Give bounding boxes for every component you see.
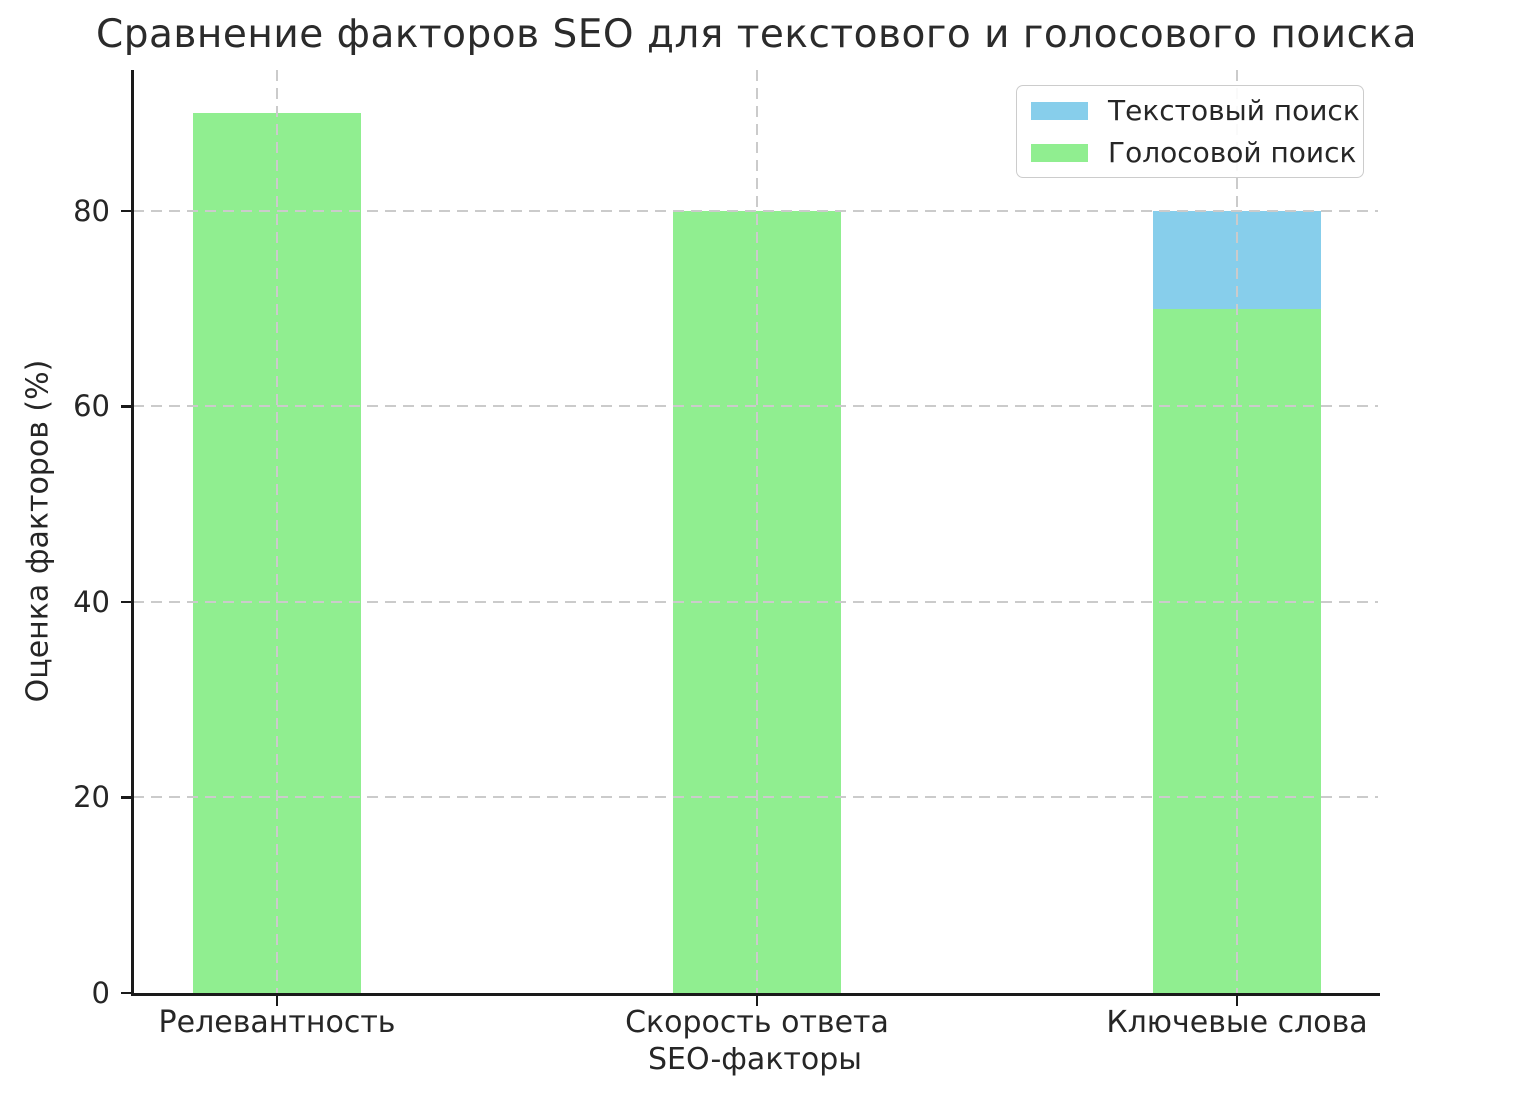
legend-swatch-icon — [1031, 101, 1088, 120]
y-tick-label-20: 20 — [73, 780, 110, 815]
legend-item-voice-search: Голосовой поиск — [1031, 136, 1356, 169]
y-tick-label-60: 60 — [73, 389, 110, 424]
y-tick-mark-60 — [121, 405, 131, 408]
x-axis-spine — [131, 992, 1380, 996]
plot-area: Текстовый поиск Голосовой поиск 0 20 40 60 80… — [73, 70, 1380, 1040]
y-tick-mark-80 — [121, 209, 131, 213]
x-tick-mark-3 — [1235, 996, 1239, 1006]
legend-swatch-icon — [1031, 143, 1088, 162]
y-tick-label-0: 0 — [91, 976, 110, 1010]
gridline-y-60 — [133, 405, 1378, 408]
x-tick-label-3: Ключевые слова — [1106, 1005, 1368, 1040]
y-tick-label-80: 80 — [73, 193, 110, 228]
gridline-x-1 — [276, 70, 278, 993]
legend-label: Голосовой поиск — [1108, 136, 1357, 169]
legend-item-text-search: Текстовый поиск — [1031, 94, 1360, 127]
gridline-y-80 — [133, 209, 1378, 212]
legend-label: Текстовый поиск — [1108, 94, 1360, 127]
y-tick-mark-0 — [121, 991, 131, 995]
x-axis-label: SEO-факторы — [648, 1042, 862, 1077]
gridline-y-40 — [133, 600, 1378, 603]
gridline-x-3 — [1236, 70, 1238, 993]
y-tick-mark-20 — [121, 796, 131, 799]
y-tick-label-40: 40 — [73, 584, 110, 619]
gridline-y-20 — [133, 796, 1378, 799]
y-tick-mark-40 — [121, 600, 131, 604]
gridline-x-2 — [756, 70, 758, 993]
x-tick-label-2: Скорость ответа — [625, 1005, 889, 1040]
x-tick-mark-2 — [755, 996, 759, 1006]
x-tick-mark-1 — [275, 996, 279, 1006]
y-axis-spine — [131, 70, 134, 995]
x-tick-label-1: Релевантность — [158, 1005, 396, 1040]
legend: Текстовый поиск Голосовой поиск — [1016, 85, 1364, 178]
chart-title: Сравнение факторов SEO для текстового и … — [96, 12, 1417, 57]
